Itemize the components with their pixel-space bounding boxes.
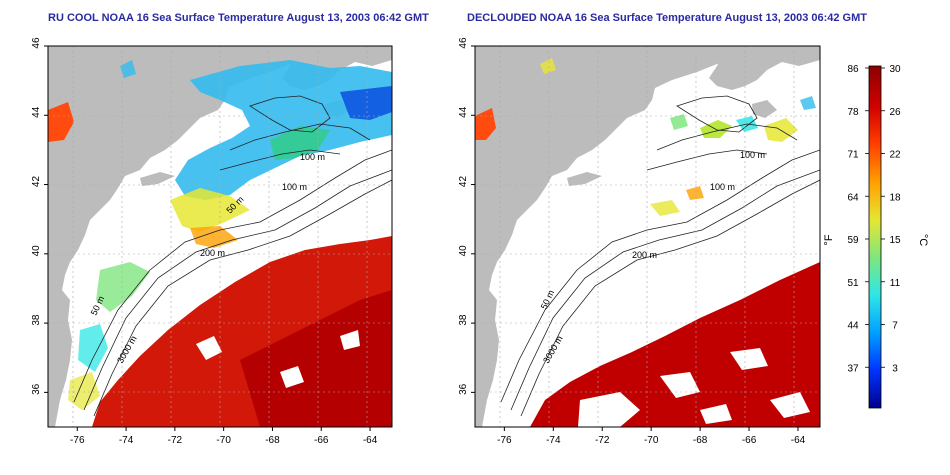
warm-patch (68, 372, 100, 410)
warm-patch (96, 262, 150, 312)
fahrenheit-tick-label: 64 (847, 192, 859, 203)
land-mass (140, 172, 175, 186)
cloud-gap (730, 348, 768, 370)
fahrenheit-tick-label: 59 (847, 235, 859, 246)
lat-tick-label: 36 (31, 383, 42, 395)
celsius-tick-label: 15 (889, 235, 901, 246)
lon-tick-label: -70 (216, 435, 231, 446)
lat-tick-label: 40 (31, 245, 42, 257)
warm-patch (78, 324, 108, 372)
celsius-tick-label: 7 (892, 321, 898, 332)
map-frame (474, 45, 821, 428)
sst-patch (650, 200, 680, 216)
lat-tick-label: 38 (458, 314, 469, 326)
celsius-tick-label: 26 (889, 107, 901, 118)
sst-patch (540, 58, 556, 74)
lat-tick-label: 44 (31, 106, 42, 118)
contour-label: 100 m (740, 150, 765, 160)
lat-tick-label: 40 (458, 245, 469, 257)
fahrenheit-tick-label: 44 (847, 321, 859, 332)
cloud-gap (340, 330, 360, 350)
cold-water-region (340, 86, 392, 120)
lon-tick-label: -66 (314, 435, 329, 446)
land-mass (752, 100, 777, 118)
lon-tick-label: -70 (644, 435, 659, 446)
map-frame (47, 45, 393, 428)
lat-tick-label: 44 (458, 106, 469, 118)
fahrenheit-tick-label: 37 (847, 363, 859, 374)
lat-tick-label: 42 (458, 176, 469, 188)
celsius-axis-label: °C (917, 234, 929, 246)
map-title-left: RU COOL NOAA 16 Sea Surface Temperature … (48, 12, 429, 24)
warm-water-patch (48, 102, 74, 142)
contour-label: 100 m (710, 182, 735, 192)
land-mass (567, 172, 602, 186)
fahrenheit-tick-label: 71 (847, 150, 859, 161)
cloud-gap (660, 372, 700, 398)
warm-patch (170, 188, 250, 232)
gulf-stream-warm-water (530, 262, 820, 427)
lon-tick-label: -72 (168, 435, 183, 446)
graticule (48, 46, 392, 427)
contour-label: 200 m (632, 250, 657, 260)
celsius-tick-label: 18 (889, 192, 901, 203)
lat-tick-label: 46 (31, 37, 42, 49)
sst-patch (800, 96, 816, 110)
bathymetry-contours (500, 95, 820, 417)
fahrenheit-axis-label: °F (823, 234, 835, 245)
celsius-tick-label: 3 (892, 363, 898, 374)
celsius-tick-label: 30 (889, 64, 901, 75)
celsius-tick-label: 11 (890, 278, 901, 289)
cold-water-region (270, 126, 330, 160)
lon-tick-label: -64 (791, 435, 806, 446)
cloud-gap (578, 392, 640, 427)
temperature-colorbar: 30 86 26 78 22 71 18 64 15 59 11 51 7 44 3 37 °F °C (823, 64, 929, 409)
lon-tick-label: -66 (742, 435, 757, 446)
axis-ticks: -76 -74 -72 -70 -68 -66 -64 36 38 40 42 44 46 (458, 37, 806, 446)
lon-tick-label: -72 (595, 435, 610, 446)
fahrenheit-tick-label: 78 (847, 107, 859, 118)
lon-tick-label: -68 (265, 435, 280, 446)
cloud-gap (196, 336, 222, 360)
lat-tick-label: 38 (31, 314, 42, 326)
lon-tick-label: -76 (497, 435, 512, 446)
warm-patch (190, 226, 238, 248)
lon-tick-label: -68 (693, 435, 708, 446)
cold-water-region (175, 60, 392, 200)
lat-tick-label: 42 (31, 176, 42, 188)
cloud-gap (700, 404, 732, 424)
fahrenheit-tick-label: 51 (847, 278, 859, 289)
fahrenheit-tick-label: 86 (847, 64, 859, 75)
map-panel-cool: 100 m 100 m 50 m 200 m 50 m 3000 m -76 -7… (31, 37, 393, 446)
lat-tick-label: 46 (458, 37, 469, 49)
sst-patch (670, 114, 688, 130)
gulf-stream-warm-water (240, 290, 392, 427)
lon-tick-label: -64 (363, 435, 378, 446)
map-panel-declouded: 100 m 100 m 200 m 50 m 3000 m -76 -74 -72-… (458, 37, 821, 446)
contour-label: 100 m (282, 182, 307, 192)
contour-label: 100 m (300, 152, 325, 162)
lon-tick-label: -74 (546, 435, 561, 446)
lon-tick-label: -76 (70, 435, 85, 446)
lon-tick-label: -74 (119, 435, 134, 446)
cloud-gap (770, 392, 810, 418)
land-mass (709, 46, 820, 90)
map-title-right: DECLOUDED NOAA 16 Sea Surface Temperatur… (467, 12, 867, 24)
axis-ticks: -76 -74 -72 -70 -68 -66 -64 36 38 40 42 44 46 (31, 37, 378, 446)
colorbar-gradient (868, 65, 882, 409)
land-mass (475, 46, 727, 427)
celsius-tick-label: 22 (889, 150, 901, 161)
bathymetry-contours (73, 95, 392, 417)
contour-label: 200 m (200, 248, 225, 258)
sst-patch (686, 186, 704, 200)
cold-water-region (120, 60, 136, 78)
graticule (475, 46, 820, 427)
lat-tick-label: 36 (458, 383, 469, 395)
cloud-gap (280, 366, 304, 388)
land-mass (48, 46, 300, 427)
